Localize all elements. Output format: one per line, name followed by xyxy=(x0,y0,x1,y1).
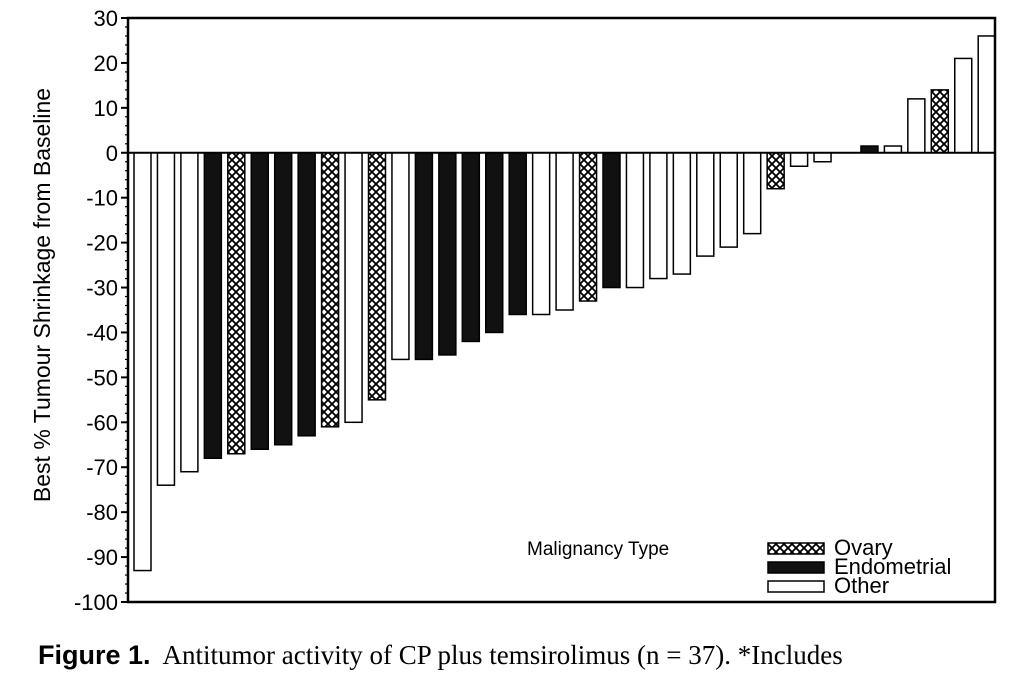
bar-other xyxy=(555,152,574,311)
bar-other xyxy=(907,98,926,154)
bar-other xyxy=(649,152,668,280)
bar-endometrial xyxy=(250,152,269,451)
figure-caption: Figure 1. Antitumor activity of CP plus … xyxy=(38,640,1018,671)
legend-swatch-ovary xyxy=(767,542,825,555)
bar-other xyxy=(344,152,363,424)
bar-endometrial xyxy=(485,152,504,334)
figure-label: Figure 1. xyxy=(38,640,151,670)
y-tick-label: -70 xyxy=(86,455,118,480)
bar-endometrial xyxy=(203,152,223,459)
bar-ovary xyxy=(766,152,785,190)
bar-other xyxy=(180,152,199,473)
y-tick-label: -20 xyxy=(86,231,118,256)
legend-label-ovary: Ovary xyxy=(834,535,893,560)
legend: Malignancy Type Ovary Endometrial Other xyxy=(527,535,951,598)
legend-swatch-endometrial xyxy=(767,561,825,574)
bar-ovary xyxy=(320,152,340,428)
bar-endometrial xyxy=(297,152,316,437)
bar-ovary xyxy=(930,89,950,154)
legend-swatch-other xyxy=(767,580,825,593)
legend-label-other: Other xyxy=(834,573,889,598)
waterfall-chart: 30 20 10 0 -10 -20 -30 -40 -50 -60 -70 -80 -90 -100 B… xyxy=(29,6,997,615)
bar-other xyxy=(133,152,152,572)
bar-ovary xyxy=(227,152,246,455)
plot-frame xyxy=(126,16,997,604)
bar-ovary xyxy=(367,152,387,401)
bar-other xyxy=(391,152,410,361)
bar-other xyxy=(156,152,176,486)
y-tick-label: -10 xyxy=(86,186,118,211)
figure-caption-text: Antitumor activity of CP plus temsirolim… xyxy=(162,640,843,670)
bar-endometrial xyxy=(602,152,621,289)
bar-other xyxy=(813,152,832,163)
bar-other xyxy=(954,57,973,154)
y-tick-label: -80 xyxy=(86,500,118,525)
y-tick-label: -100 xyxy=(74,590,118,615)
y-tick-label: -40 xyxy=(86,320,118,345)
y-axis-title: Best % Tumour Shrinkage from Baseline xyxy=(29,88,55,502)
bar-other xyxy=(672,152,692,275)
bar-other xyxy=(531,152,551,316)
y-tick-label: 0 xyxy=(106,141,118,166)
bar-endometrial xyxy=(461,152,481,343)
bar-endometrial xyxy=(414,152,434,361)
y-tick-label: -30 xyxy=(86,276,118,301)
y-tick-label: -90 xyxy=(86,545,118,570)
bar-other xyxy=(789,152,809,167)
legend-label-endometrial: Endometrial xyxy=(834,554,951,579)
bar-other xyxy=(977,35,996,154)
y-tick-label: 20 xyxy=(94,51,118,76)
y-tick-label: 10 xyxy=(94,96,118,121)
legend-title: Malignancy Type xyxy=(527,539,669,560)
bar-endometrial xyxy=(273,152,293,446)
bar-other xyxy=(742,152,762,235)
y-tick-label: 30 xyxy=(94,6,118,31)
bar-endometrial xyxy=(860,145,879,154)
bar-endometrial xyxy=(508,152,527,316)
bar-other xyxy=(696,152,715,257)
bars-group xyxy=(133,35,996,572)
bar-other xyxy=(625,152,645,289)
bar-endometrial xyxy=(438,152,457,356)
y-tick-label: -60 xyxy=(86,410,118,435)
bar-other xyxy=(883,145,903,154)
bar-ovary xyxy=(578,152,598,302)
bar-other xyxy=(719,152,738,248)
y-tick-label: -50 xyxy=(86,365,118,390)
y-axis-ticks: 30 20 10 0 -10 -20 -30 -40 -50 -60 -70 -80 -90 -100 xyxy=(74,6,128,615)
